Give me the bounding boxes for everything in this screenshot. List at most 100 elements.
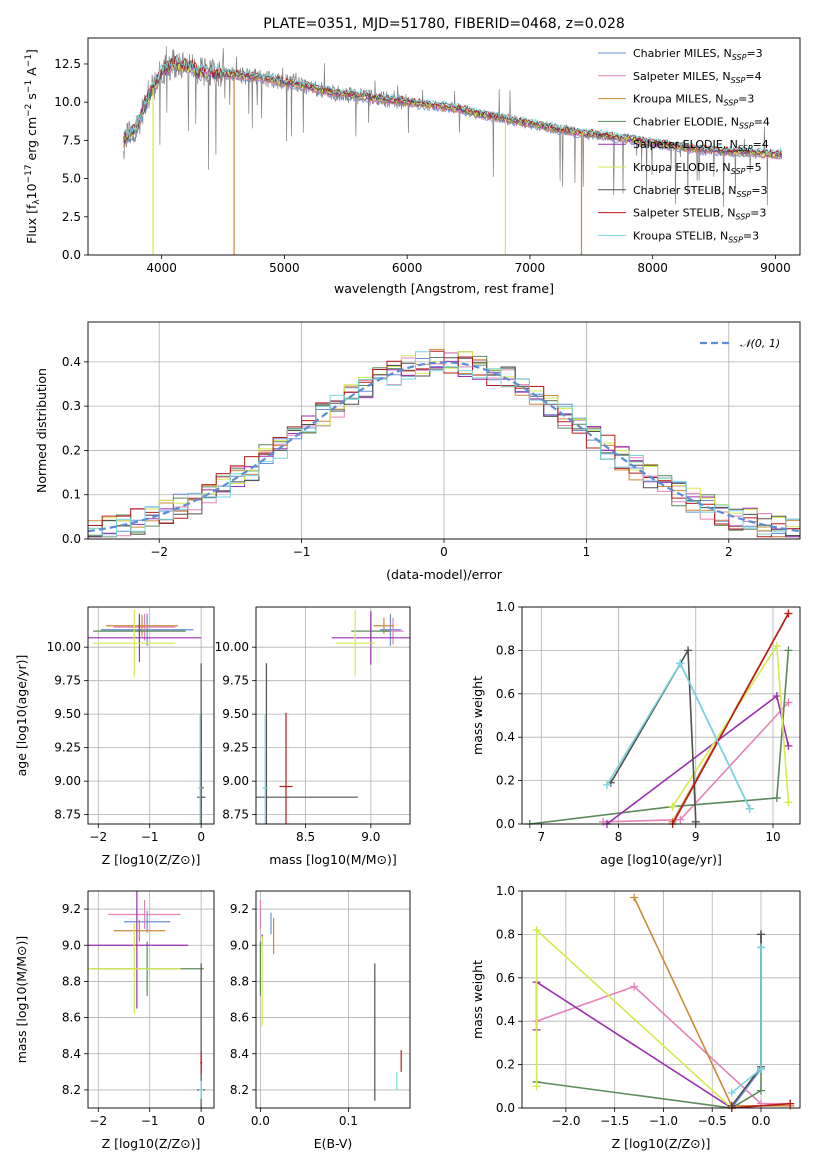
y-tick-label: 0.6: [496, 971, 515, 985]
x-tick-label: −2: [89, 830, 107, 844]
y-tick-label: 8.75: [222, 808, 249, 822]
age-vs-mass-panel: 8.5 9.0 8.75 9.00 9.25 9.50 9.75 10.00 mass [log…: [215, 606, 411, 867]
y-tick-label: 8.2: [230, 1083, 249, 1097]
data-point: [756, 1064, 765, 1073]
mass-weight-vs-Z-panel: −2.0 −1.5 −1.0 −0.5 0.0 0.0 0.2 0.4 0.6 0.8 1.0 Z […: [470, 884, 801, 1151]
y-tick-label: 8.8: [62, 974, 81, 988]
y-tick-label: 0.8: [496, 927, 515, 941]
x-tick-label: 10: [765, 830, 780, 844]
x-axis-label: age [log10(age/yr)]: [600, 852, 722, 867]
y-tick-label: 2.5: [62, 210, 81, 224]
y-tick-label: 10.0: [54, 95, 81, 109]
y-tick-label: 9.0: [230, 938, 249, 952]
y-axis-label: mass weight: [470, 676, 485, 755]
x-tick-label: 0: [197, 830, 205, 844]
data-point: [772, 642, 781, 651]
age-vs-Z-panel: −2 −1 0 8.75 9.00 9.25 9.50 9.75 10.00 Z [log10(Z…: [14, 606, 215, 867]
x-tick-label: −1: [293, 545, 311, 559]
y-tick-label: 9.00: [54, 774, 81, 788]
legend-entry: Kroupa STELIB, NSSP=3: [633, 229, 759, 244]
x-tick-label: 8.5: [296, 830, 315, 844]
chart-title: PLATE=0351, MJD=51780, FIBERID=0468, z=0…: [263, 16, 625, 32]
x-tick-label: 0: [197, 1114, 205, 1128]
x-tick-label: −1.5: [600, 1114, 629, 1128]
legend-entry: Kroupa ELODIE, NSSP=5: [633, 161, 762, 176]
y-tick-label: 0.6: [496, 687, 515, 701]
data-point: [630, 893, 639, 902]
x-tick-label: −1: [141, 1114, 159, 1128]
x-tick-label: 0: [440, 545, 448, 559]
y-tick-label: 9.2: [230, 902, 249, 916]
data-point: [532, 1082, 541, 1091]
legend-entry: Chabrier ELODIE, NSSP=4: [633, 115, 770, 130]
data-point: [602, 780, 611, 789]
y-tick-label: 0.0: [496, 1101, 515, 1115]
x-axis-label: Z [log10(Z/Z⊙)]: [612, 1136, 711, 1151]
data-point: [784, 609, 793, 618]
y-tick-label: 0.4: [496, 1014, 515, 1028]
legend-entry: Salpeter MILES, NSSP=4: [633, 70, 762, 85]
y-tick-label: 9.00: [222, 774, 249, 788]
y-axis-label: age [log10(age/yr)]: [14, 655, 29, 777]
x-tick-label: 0.0: [251, 1114, 270, 1128]
axes-frame: [87, 37, 801, 256]
data-point: [756, 930, 765, 939]
axes-frame: [87, 321, 801, 540]
spectrum-model-line: [123, 55, 782, 155]
mass-weight-vs-age-panel: 7 8 9 10 0.0 0.2 0.4 0.6 0.8 1.0 age [log10(age/yr…: [470, 600, 801, 867]
data-point: [676, 815, 685, 824]
y-tick-label: 9.75: [222, 674, 249, 688]
data-point: [784, 646, 793, 655]
axes-frame: [87, 606, 215, 825]
data-point: [756, 1086, 765, 1095]
y-tick-label: 9.0: [62, 938, 81, 952]
data-point: [784, 741, 793, 750]
spectrum-model-line: [123, 60, 782, 160]
y-tick-label: 9.25: [222, 741, 249, 755]
x-tick-label: 7000: [515, 261, 546, 275]
x-tick-label: 7: [537, 830, 545, 844]
axes-frame: [521, 890, 801, 1109]
data-point: [691, 817, 700, 826]
legend-entry: Salpeter STELIB, NSSP=3: [633, 207, 766, 222]
y-tick-label: 9.50: [222, 707, 249, 721]
x-tick-label: 9: [692, 830, 700, 844]
data-point: [784, 798, 793, 807]
y-tick-label: 8.4: [230, 1047, 249, 1061]
x-axis-label: mass [log10(M/M⊙)]: [269, 852, 397, 867]
x-tick-label: 8: [615, 830, 623, 844]
y-tick-label: 8.75: [54, 808, 81, 822]
series-line: [731, 1102, 791, 1108]
y-tick-label: 1.0: [496, 600, 515, 614]
data-point: [684, 646, 693, 655]
y-tick-label: 9.75: [54, 674, 81, 688]
y-axis-label: Flux [fλ10−17 erg cm−2 s−1 A−1]: [24, 49, 42, 244]
y-tick-label: 0.0: [62, 248, 81, 262]
x-tick-label: 9000: [760, 261, 791, 275]
data-point: [784, 698, 793, 707]
x-tick-label: −1: [141, 830, 159, 844]
y-tick-label: 9.25: [54, 741, 81, 755]
y-tick-label: 8.2: [62, 1083, 81, 1097]
normal-curve: [87, 361, 801, 533]
y-tick-label: 8.8: [230, 974, 249, 988]
x-axis-label: E(B-V): [314, 1136, 353, 1151]
y-tick-label: 8.4: [62, 1047, 81, 1061]
x-tick-label: 0.0: [751, 1114, 770, 1128]
data-point: [756, 943, 765, 952]
x-tick-label: −1.0: [649, 1114, 678, 1128]
legend-entry: Salpeter ELODIE, NSSP=4: [633, 138, 769, 153]
axes-frame: [255, 890, 411, 1109]
data-point: [772, 793, 781, 802]
x-tick-label: 6000: [392, 261, 423, 275]
y-tick-label: 0.3: [62, 399, 81, 413]
x-tick-label: −2.0: [551, 1114, 580, 1128]
x-axis-label: Z [log10(Z/Z⊙)]: [102, 1136, 201, 1151]
x-axis-label: (data-model)/error: [386, 567, 503, 582]
residual-panel: −2 −1 0 1 2 0.0 0.1 0.2 0.3 0.4 (data-model)/error…: [34, 321, 801, 582]
x-tick-label: 4000: [146, 261, 177, 275]
y-tick-label: 0.2: [496, 1058, 515, 1072]
y-tick-label: 10.00: [47, 640, 81, 654]
y-tick-label: 7.5: [62, 133, 81, 147]
histogram-line: [88, 351, 800, 537]
